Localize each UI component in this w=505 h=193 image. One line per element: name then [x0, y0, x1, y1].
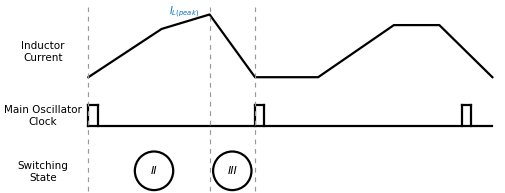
Text: Inductor
Current: Inductor Current	[21, 41, 65, 63]
Text: Switching
State: Switching State	[18, 161, 68, 183]
Text: Main Oscillator
Clock: Main Oscillator Clock	[4, 105, 82, 127]
Text: III: III	[227, 166, 237, 176]
Text: II: II	[151, 166, 157, 176]
Text: $I_{L(peak)}$: $I_{L(peak)}$	[170, 5, 199, 20]
